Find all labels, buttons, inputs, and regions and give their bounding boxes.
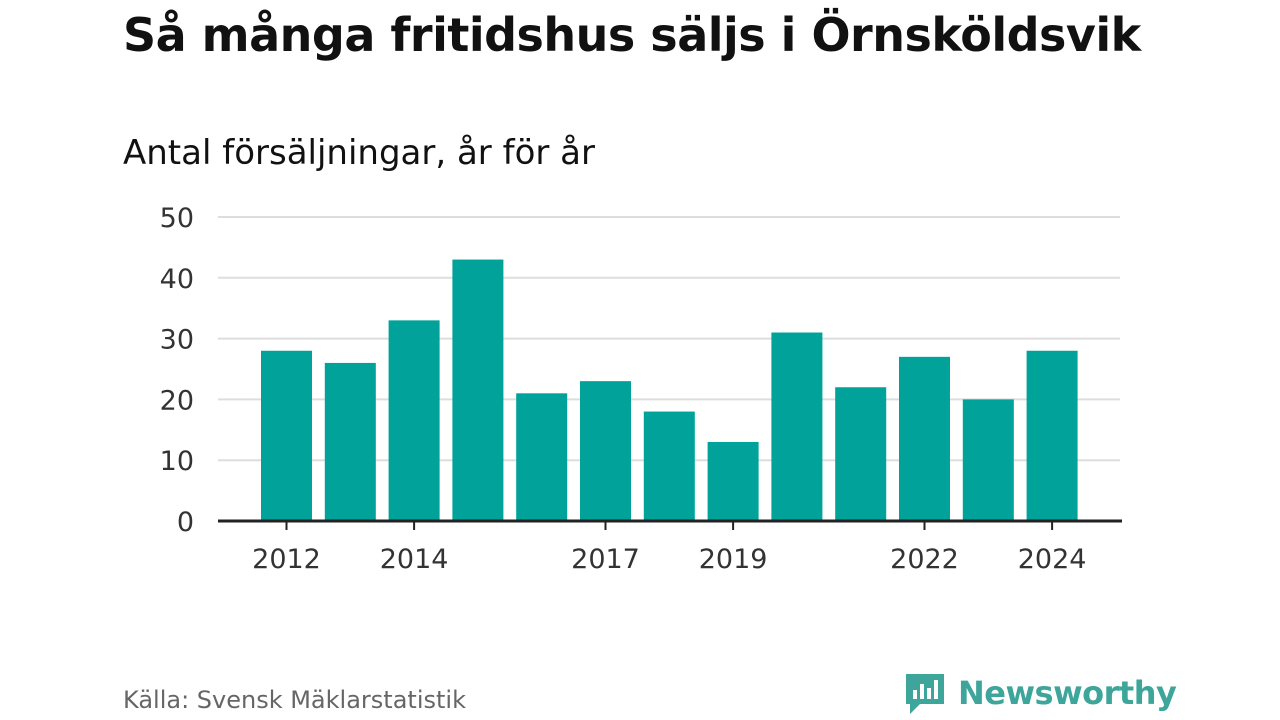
chart-title: Så många fritidshus säljs i Örnsköldsvik xyxy=(123,8,1141,62)
bar-2014 xyxy=(388,320,440,521)
source-note: Källa: Svensk Mäklarstatistik xyxy=(123,686,466,714)
bar-2017 xyxy=(580,381,631,521)
bar-2023 xyxy=(962,399,1014,521)
bar-2019 xyxy=(707,441,759,521)
y-tick-label: 40 xyxy=(160,264,194,295)
newsworthy-logo-icon xyxy=(906,674,944,714)
y-tick-label: 20 xyxy=(160,385,194,416)
bar-2016 xyxy=(516,393,568,521)
x-tick-label: 2012 xyxy=(252,544,321,575)
bar-2013 xyxy=(324,362,376,521)
x-tick-label: 2014 xyxy=(380,544,449,575)
brand-name: Newsworthy xyxy=(958,674,1177,712)
y-tick-label: 0 xyxy=(177,507,194,538)
chart-subtitle: Antal försäljningar, år för år xyxy=(123,133,595,173)
y-tick-label: 10 xyxy=(160,446,194,477)
bar-2024 xyxy=(1026,350,1078,521)
bar-2012 xyxy=(261,350,312,521)
y-tick-label: 50 xyxy=(160,203,194,234)
x-tick-label: 2024 xyxy=(1018,544,1087,575)
y-tick-label: 30 xyxy=(160,325,194,356)
bar-2018 xyxy=(643,411,695,521)
x-tick-label: 2022 xyxy=(890,544,959,575)
bar-2020 xyxy=(771,332,823,521)
bar-2021 xyxy=(835,387,887,521)
x-tick-label: 2019 xyxy=(699,544,768,575)
brand-logo: Newsworthy xyxy=(902,670,1177,716)
x-tick-label: 2017 xyxy=(571,544,640,575)
bar-2022 xyxy=(899,356,950,521)
bar-2015 xyxy=(452,259,504,521)
